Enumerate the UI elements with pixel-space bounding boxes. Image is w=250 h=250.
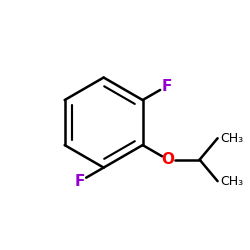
Text: CH₃: CH₃: [220, 175, 244, 188]
Text: F: F: [162, 78, 172, 94]
Text: O: O: [162, 152, 174, 167]
Text: CH₃: CH₃: [220, 132, 244, 145]
Text: F: F: [74, 174, 85, 189]
